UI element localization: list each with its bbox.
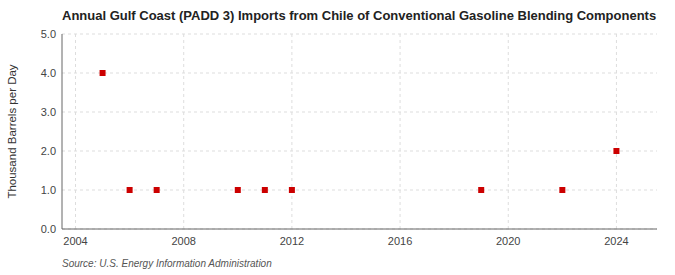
y-grid-line — [62, 229, 657, 230]
title: Annual Gulf Coast (PADD 3) Imports from … — [62, 8, 656, 23]
y-grid-line — [62, 73, 657, 74]
y-grid-line — [62, 34, 657, 35]
y-tick-label: 3.0 — [41, 106, 56, 118]
point — [289, 187, 295, 193]
point — [100, 70, 106, 76]
source: Source: U.S. Energy Information Administ… — [62, 258, 272, 269]
y-grid-line — [62, 190, 657, 191]
x-tick-label: 2020 — [496, 235, 520, 247]
chart: 0.0 1.0 2.0 3.0 4.0 5.0 2004 2008 2012 2016 2020 20… — [0, 0, 675, 275]
point — [478, 187, 484, 193]
grid — [62, 34, 657, 229]
x-tick-label: 2004 — [63, 235, 87, 247]
y-tick-label: 2.0 — [41, 145, 56, 157]
x-grid-line — [508, 34, 509, 229]
point — [613, 148, 619, 154]
point — [127, 187, 133, 193]
point — [559, 187, 565, 193]
x-tick-label: 2012 — [280, 235, 304, 247]
y-tick-label: 5.0 — [41, 28, 56, 40]
x-tick-label: 2016 — [388, 235, 412, 247]
x-axis-line — [62, 229, 657, 230]
y-tick-label: 0.0 — [41, 223, 56, 235]
points — [100, 70, 620, 193]
x-tick-label: 2024 — [604, 235, 628, 247]
y-grid-line — [62, 151, 657, 152]
x-tick-label: 2008 — [171, 235, 195, 247]
y-grid-line — [62, 112, 657, 113]
point — [154, 187, 160, 193]
x-grid-line — [75, 34, 76, 229]
x-grid-line — [291, 34, 292, 229]
x-grid-line — [400, 34, 401, 229]
y-axis-line — [62, 34, 63, 229]
x-grid-line — [616, 34, 617, 229]
y-tick-label: 1.0 — [41, 184, 56, 196]
point — [235, 187, 241, 193]
x-grid-line — [183, 34, 184, 229]
point — [262, 187, 268, 193]
y-tick-label: 4.0 — [41, 67, 56, 79]
y-axis-label: Thousand Barrels per Day — [6, 64, 18, 198]
